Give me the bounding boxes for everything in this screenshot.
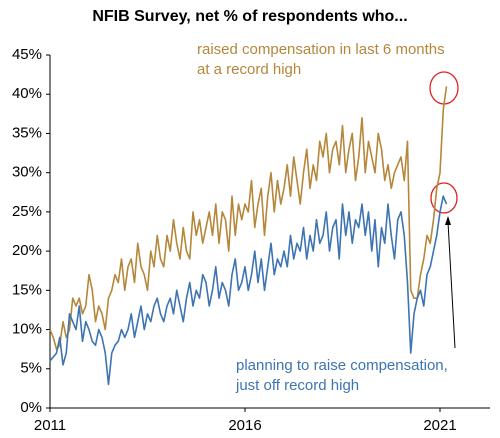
y-tick-label: 10%	[12, 321, 42, 338]
y-tick-label: 30%	[12, 164, 42, 181]
y-tick-label: 5%	[20, 360, 42, 377]
annotation: raised compensation in last 6 months	[197, 41, 445, 58]
x-tick-label: 2016	[228, 417, 261, 434]
arrow	[447, 221, 456, 349]
y-tick-label: 20%	[12, 242, 42, 259]
y-tick-label: 40%	[12, 85, 42, 102]
y-tick-label: 45%	[12, 46, 42, 63]
x-tick-label: 2021	[423, 417, 456, 434]
series-line	[49, 195, 448, 386]
y-tick-label: 35%	[12, 124, 42, 141]
annotation: planning to raise compensation,	[236, 357, 448, 374]
arrow-head	[445, 216, 451, 225]
series-line	[49, 86, 448, 350]
y-tick-label: 25%	[12, 203, 42, 220]
annotation: just off record high	[235, 377, 359, 394]
x-tick-label: 2011	[34, 417, 66, 434]
y-tick-label: 0%	[20, 399, 42, 416]
y-tick-label: 15%	[12, 281, 42, 298]
annotation: at a record high	[197, 61, 301, 78]
highlight-circle	[430, 182, 458, 214]
chart-title: NFIB Survey, net % of respondents who...	[92, 8, 407, 25]
